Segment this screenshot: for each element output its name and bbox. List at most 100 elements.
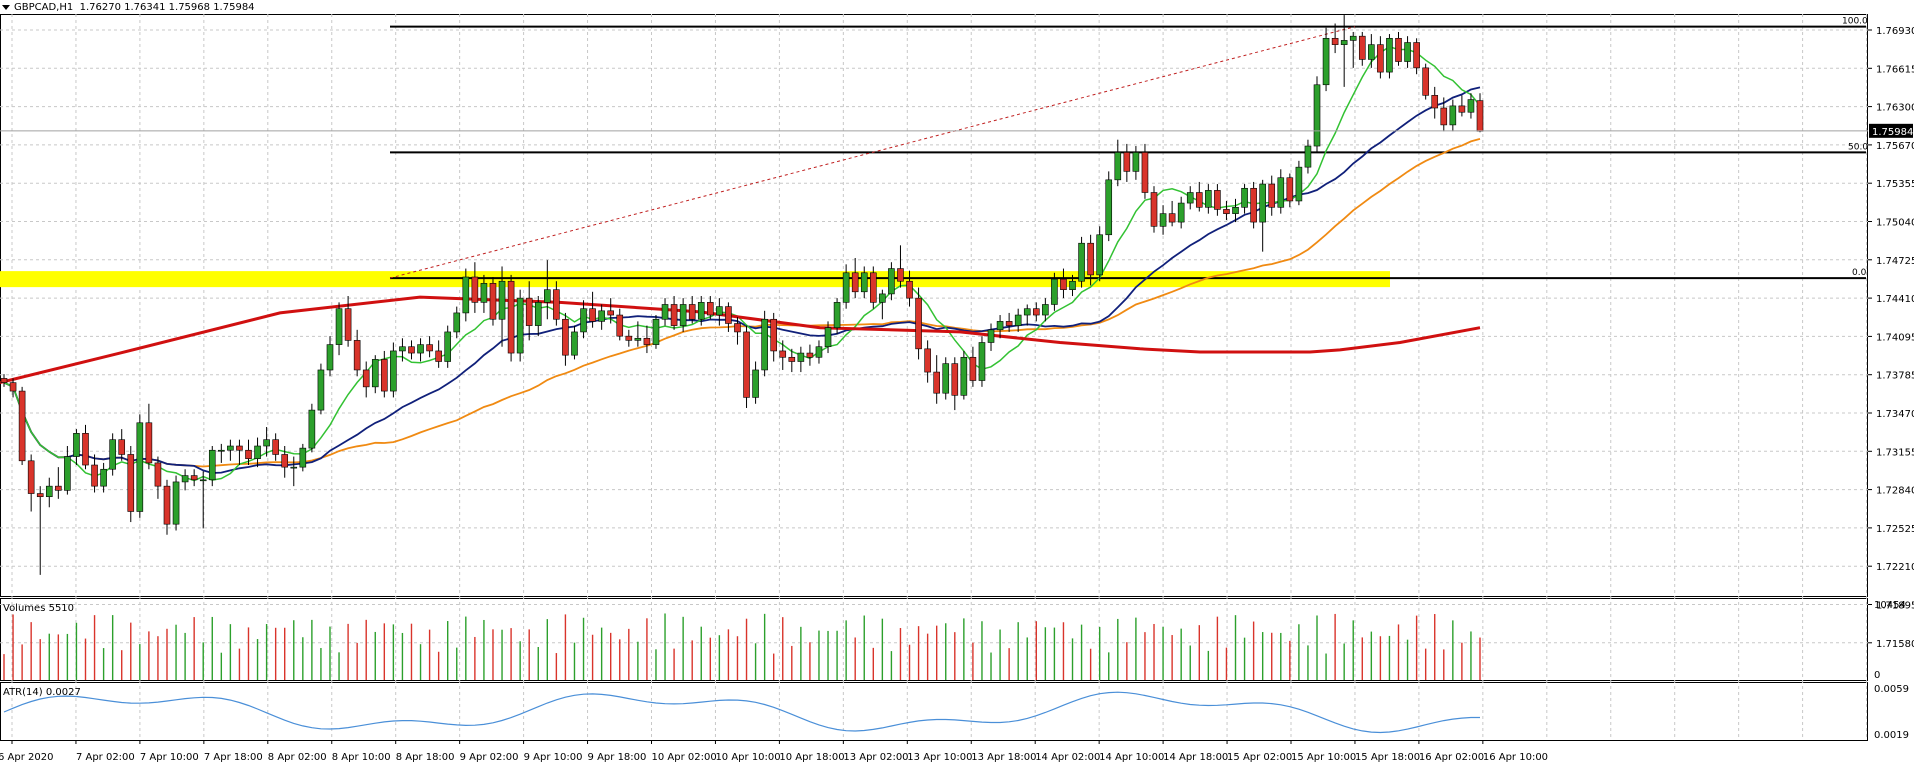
candle-body (525, 297, 533, 326)
candle-body (643, 337, 651, 345)
candle-body (27, 460, 35, 494)
candle-body (163, 485, 171, 525)
candle-body (996, 321, 1004, 331)
candle-body (661, 304, 669, 320)
symbol-header[interactable]: GBPCAD,H1 1.76270 1.76341 1.75968 1.7598… (2, 2, 255, 13)
time-label: 7 Apr 18:00 (204, 752, 263, 763)
volume-min-label: 0 (1874, 670, 1880, 681)
time-label: 7 Apr 02:00 (76, 752, 135, 763)
candle-body (553, 289, 560, 320)
time-label: 16 Apr 02:00 (1419, 752, 1484, 763)
price-label: 1.76300 (1876, 103, 1914, 114)
candle-body (344, 308, 352, 341)
candle-body (462, 276, 470, 314)
candle-body (942, 363, 950, 394)
candle-body (1286, 177, 1294, 202)
candle-body (1105, 179, 1113, 236)
time-label: 8 Apr 10:00 (332, 752, 391, 763)
moving-averages-layer (0, 45, 1481, 482)
price-label: 1.73155 (1876, 447, 1914, 458)
candle-body (1005, 321, 1013, 326)
candle-body (236, 445, 243, 451)
price-label: 1.72210 (1876, 562, 1914, 573)
candle-body (290, 466, 298, 469)
candle-body (1431, 95, 1439, 109)
candle-body (1096, 234, 1103, 276)
candle-body (118, 439, 126, 455)
ma-slow-line (3, 138, 1481, 468)
candle-body (245, 449, 252, 459)
current-price-tag (1869, 123, 1913, 138)
candle-body (616, 314, 624, 337)
support-zone (0, 271, 1390, 288)
candle-body (598, 310, 605, 322)
candle-body (109, 439, 116, 470)
candle-body (507, 280, 515, 354)
ma-fast-line (3, 45, 1481, 482)
candle-body (879, 293, 886, 303)
candle-body (453, 312, 461, 333)
candle-body (9, 382, 17, 392)
chevron-down-icon[interactable] (2, 4, 10, 10)
candle-body (897, 268, 904, 282)
pane-border (0, 682, 1868, 741)
candle-body (1186, 192, 1194, 204)
candle-body (353, 340, 361, 371)
candle-body (1123, 152, 1131, 172)
atr-min-label: 0.0019 (1874, 730, 1909, 741)
candle-body (326, 344, 334, 371)
candle-body (688, 304, 696, 320)
price-label: 1.72840 (1876, 486, 1914, 497)
candle-body (1223, 209, 1230, 214)
candle-body (969, 356, 977, 381)
candle-body (199, 479, 207, 482)
candle-body (489, 283, 497, 320)
candle-body (335, 308, 343, 345)
candle-body (36, 493, 44, 498)
drawing-lines-layer[interactable]: 100.0 50.0 0.0 (389, 17, 1868, 280)
pane-border (0, 14, 1868, 597)
candle-body (299, 447, 307, 468)
price-label: 1.71895 (1876, 601, 1914, 612)
candle-body (544, 289, 551, 303)
candle-body (362, 369, 370, 388)
candle-body (562, 318, 569, 356)
fib-100-label: 100.0 (1842, 17, 1868, 27)
candle-body (1368, 44, 1375, 60)
time-label: 8 Apr 02:00 (268, 752, 327, 763)
candle-body (1458, 105, 1466, 113)
candle-body (670, 304, 678, 326)
candle-body (471, 276, 479, 303)
candle-body (752, 369, 759, 398)
candle-body (254, 445, 261, 459)
ohlc-values: 1.76270 1.76341 1.75968 1.75984 (79, 2, 255, 13)
candle-body (625, 335, 633, 341)
candle-body (1241, 187, 1248, 208)
candle-body (1214, 190, 1221, 210)
candle-body (1413, 42, 1420, 69)
time-label: 15 Apr 10:00 (1291, 752, 1356, 763)
price-label: 1.75355 (1876, 179, 1914, 190)
candle-body (1358, 35, 1366, 60)
candle-body (906, 280, 913, 299)
ma-long-line (0, 295, 1481, 385)
candle-body (1250, 187, 1257, 223)
pane-border (0, 598, 1868, 681)
candle-body (55, 485, 62, 491)
candle-body (860, 272, 868, 293)
volume-bars-layer (3, 613, 1481, 680)
candle-body (263, 439, 270, 447)
time-label: 7 Apr 10:00 (140, 752, 199, 763)
candle-body (870, 272, 877, 303)
candle-body (1304, 145, 1312, 168)
candle-body (82, 433, 89, 466)
candle-body (1087, 242, 1094, 276)
support-zone-layer (0, 271, 1390, 288)
candle-body (571, 331, 578, 356)
time-label: 10 Apr 18:00 (779, 752, 844, 763)
candle-body (1132, 152, 1140, 172)
candle-body (652, 318, 660, 345)
candle-body (987, 329, 995, 343)
